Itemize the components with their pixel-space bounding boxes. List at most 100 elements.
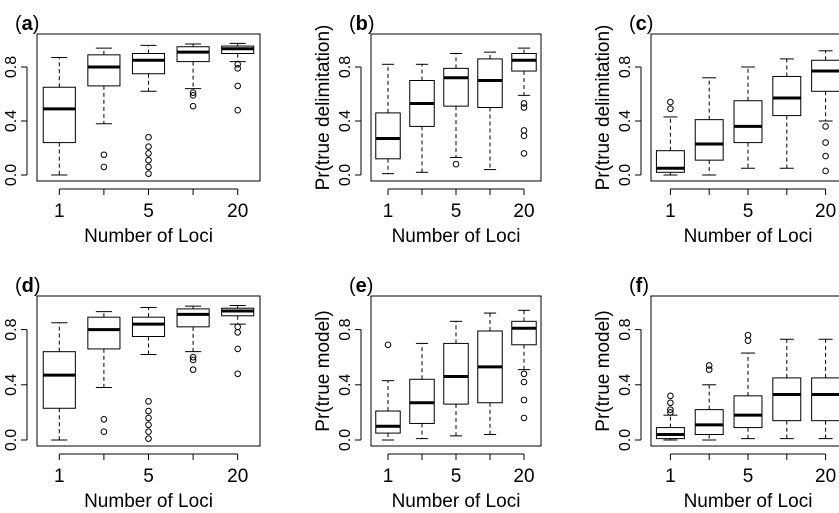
chart-panel: (b) 0.0 0.4 0.8Pr(true delimitation) 1 5 20 Num… — [313, 13, 542, 247]
outlier-point — [234, 329, 241, 336]
outlier-point — [520, 100, 528, 107]
panel-label-letter: e — [356, 275, 367, 297]
panel-label-paren: ( — [629, 13, 636, 35]
outlier-point — [234, 370, 241, 378]
outlier-point — [520, 414, 528, 422]
panel-label-paren: ) — [33, 13, 40, 35]
panel-label: (a) — [15, 13, 39, 35]
box — [811, 50, 839, 175]
box — [375, 341, 401, 441]
outlier-point — [100, 163, 108, 171]
panel-label-letter: d — [22, 275, 34, 297]
outlier-point — [189, 366, 197, 373]
box-iqr — [772, 377, 802, 422]
outlier-point — [667, 399, 674, 407]
y-tick-label: 0.8 — [3, 318, 20, 340]
panel-label: (e) — [349, 275, 373, 297]
panel-label-paren: ) — [34, 275, 41, 297]
box — [443, 53, 469, 168]
outlier-point — [189, 356, 197, 364]
x-tick-label: 20 — [513, 201, 534, 222]
plot-frame — [36, 33, 261, 182]
x-axis-label: Number of Loci — [84, 491, 213, 512]
box — [511, 47, 537, 157]
outlier-point — [189, 353, 197, 361]
outlier-point — [520, 150, 528, 157]
box — [42, 57, 76, 176]
panel-label: (f) — [629, 275, 649, 297]
outlier-point — [234, 323, 241, 331]
box — [87, 47, 121, 171]
outlier-point — [100, 428, 108, 436]
plot-frame — [650, 33, 839, 182]
x-tick-label: 1 — [54, 466, 65, 487]
panel-label-paren: ) — [642, 275, 649, 297]
outlier-point — [822, 123, 829, 130]
plot-frame — [36, 295, 261, 447]
panel-label-paren: ) — [368, 13, 375, 35]
box-iqr — [733, 100, 763, 144]
y-tick-label: 0.0 — [617, 164, 634, 186]
panel-label-letter: f — [636, 275, 643, 297]
outlier-point — [145, 143, 152, 150]
box-iqr — [694, 119, 724, 161]
plot-frame — [650, 295, 839, 447]
box — [655, 98, 685, 176]
outlier-point — [705, 362, 713, 369]
outlier-point — [234, 345, 241, 353]
box — [42, 322, 76, 441]
x-tick-label: 5 — [743, 466, 754, 487]
y-tick-label: 0.8 — [3, 56, 20, 78]
x-tick-label: 20 — [815, 201, 836, 222]
x-tick-label: 5 — [451, 201, 462, 222]
box-iqr — [477, 58, 503, 108]
x-axis-label: Number of Loci — [392, 491, 521, 512]
outlier-point — [189, 89, 197, 96]
y-tick-label: 0.4 — [617, 110, 634, 132]
outlier-point — [145, 435, 152, 442]
x-tick-label: 1 — [665, 201, 676, 222]
x-tick-label: 5 — [743, 201, 754, 222]
x-axis-label: Number of Loci — [684, 491, 813, 512]
outlier-point — [100, 151, 108, 159]
box-iqr — [511, 53, 537, 72]
x-tick-label: 20 — [815, 466, 836, 487]
box — [511, 309, 537, 422]
chart-panel: (e) 0.0 0.4 0.8Pr(true model) 1 5 20 Number of … — [313, 275, 542, 512]
outlier-point — [822, 152, 829, 160]
outlier-point — [520, 378, 528, 386]
box — [477, 51, 503, 171]
outlier-point — [667, 392, 674, 400]
x-tick-label: 5 — [451, 466, 462, 487]
x-tick-label: 1 — [383, 201, 394, 222]
box-iqr — [131, 53, 166, 75]
y-axis-label: Pr(true model) — [313, 310, 334, 431]
outlier-point — [145, 163, 152, 171]
outlier-point — [520, 127, 528, 134]
panel-label-paren: ( — [629, 275, 636, 297]
box — [131, 44, 166, 177]
outlier-point — [234, 61, 241, 68]
outlier-point — [145, 421, 152, 429]
outlier-point — [234, 65, 241, 72]
y-tick-label: 0.8 — [617, 56, 634, 78]
box-iqr — [443, 67, 469, 107]
outlier-point — [667, 98, 674, 106]
outlier-point — [189, 92, 197, 99]
outlier-point — [100, 416, 108, 423]
y-tick-label: 0.0 — [3, 164, 20, 186]
box-iqr — [694, 409, 724, 435]
outlier-point — [145, 170, 152, 177]
panel-label: (d) — [15, 275, 41, 297]
outlier-point — [234, 82, 241, 90]
outlier-point — [520, 396, 528, 404]
y-tick-label: 0.4 — [617, 374, 634, 396]
panel-label-paren: ( — [349, 13, 356, 35]
box-iqr — [375, 410, 401, 434]
y-tick-label: 0.4 — [337, 374, 354, 396]
box-iqr — [131, 316, 166, 337]
y-tick-label: 0.0 — [337, 164, 354, 186]
box-iqr — [733, 395, 763, 429]
box — [811, 338, 839, 440]
